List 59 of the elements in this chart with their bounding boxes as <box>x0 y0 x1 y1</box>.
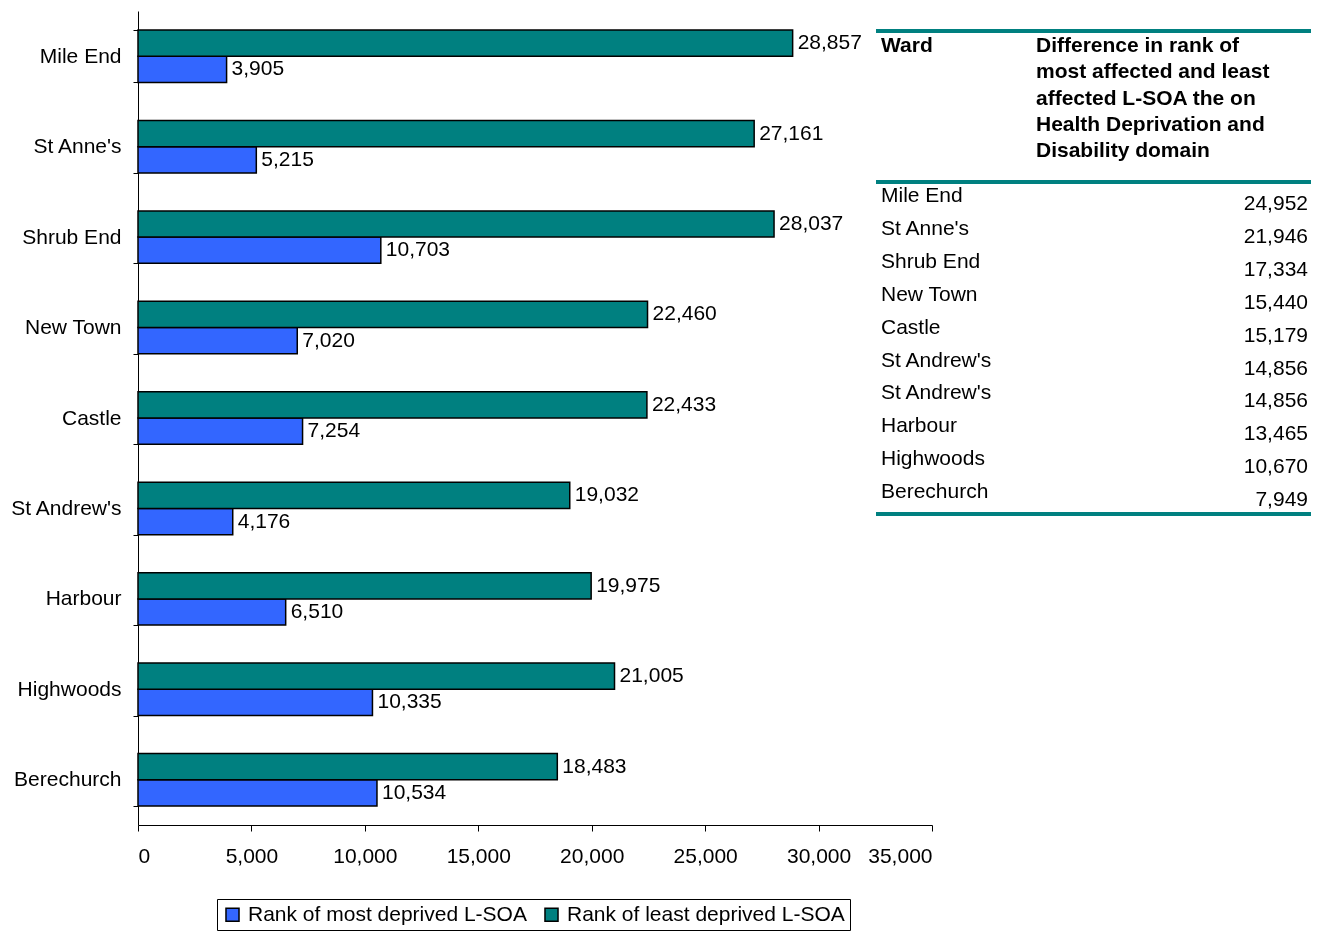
y-tick-label: St Anne's <box>33 134 122 158</box>
category-label: Harbour <box>881 413 957 437</box>
data-label: 10,703 <box>385 237 451 261</box>
category-label: St Andrew's <box>881 347 992 371</box>
x-tick-label: 30,000 <box>786 843 852 867</box>
data-label: 28,857 <box>797 30 862 54</box>
text: 21,946 <box>1243 223 1308 247</box>
x-tick-label: 20,000 <box>560 843 625 867</box>
data-label: 27,161 <box>759 120 824 144</box>
data-label: 19,032 <box>574 482 639 506</box>
y-tick-label: Berechurch <box>14 767 122 791</box>
category-label: New Town <box>881 281 978 305</box>
category-label: St Andrew's <box>881 380 992 404</box>
text: 13,465 <box>1243 421 1308 445</box>
y-tick-label: St Andrew's <box>11 495 122 519</box>
x-tick-label: 10,000 <box>333 843 398 867</box>
legend-label: Rank of most deprived L-SOA <box>248 901 527 925</box>
y-tick-label: Castle <box>61 405 122 429</box>
data-label: 28,037 <box>779 211 844 234</box>
y-tick-label: New Town <box>25 315 122 339</box>
data-label: 5,215 <box>261 146 314 170</box>
data-label: 4,176 <box>237 508 291 532</box>
text: 17,334 <box>1243 256 1308 280</box>
text: 15,440 <box>1243 289 1308 313</box>
data-label: 10,335 <box>377 689 442 713</box>
legend-label: Rank of least deprived L-SOA <box>567 901 845 925</box>
category-label: Highwoods <box>881 446 985 470</box>
y-tick-label: Harbour <box>45 586 122 610</box>
category-label: St Anne's <box>881 215 970 239</box>
text: 7,949 <box>1255 487 1308 511</box>
text: 10,670 <box>1243 454 1308 478</box>
category-label: Mile End <box>881 183 963 206</box>
x-tick-label: 0 <box>138 843 151 867</box>
y-tick-label: Highwoods <box>17 676 122 700</box>
data-label: 21,005 <box>619 663 684 687</box>
x-tick-label: 25,000 <box>673 843 738 867</box>
data-label: 22,460 <box>652 301 717 325</box>
y-tick-label: Shrub End <box>22 224 122 248</box>
data-label: 19,975 <box>596 572 661 596</box>
data-label: 18,483 <box>562 753 627 777</box>
category-label: Berechurch <box>881 479 989 503</box>
annotation: Ward <box>881 33 933 56</box>
text: 15,179 <box>1243 322 1308 346</box>
data-label: 6,510 <box>290 599 344 622</box>
data-label: 7,254 <box>307 418 361 442</box>
text: 14,856 <box>1243 388 1308 412</box>
text: 14,856 <box>1243 355 1308 379</box>
category-label: Castle <box>881 314 941 338</box>
y-tick-label: Mile End <box>39 43 122 67</box>
text: 24,952 <box>1243 191 1308 214</box>
category-label: Shrub End <box>881 248 981 272</box>
text: Difference in rank of most affected and least affected L-SOA the on Health Deprivation and Disability domain <box>1036 33 1270 162</box>
x-tick-label: 5,000 <box>225 843 279 867</box>
x-tick-label: 35,000 <box>868 843 933 867</box>
data-label: 7,020 <box>302 327 355 351</box>
data-label: 10,534 <box>381 779 447 803</box>
data-label: 22,433 <box>651 391 717 415</box>
data-label: 3,905 <box>231 56 285 80</box>
x-tick-label: 15,000 <box>446 843 511 867</box>
